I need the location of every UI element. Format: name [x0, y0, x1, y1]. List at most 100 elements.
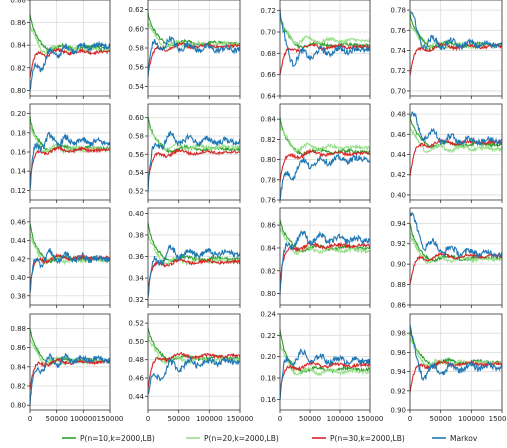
- y-tick-label: 0.40: [390, 191, 406, 199]
- legend-label-3: P(n=30,k=2000,LB): [330, 434, 405, 443]
- series-line-2: [410, 232, 502, 265]
- x-tick-label: 150000: [227, 415, 254, 423]
- y-tick-label: 0.84: [260, 116, 276, 124]
- subplot-3: 0.64 0.66 0.68 0.70 0.72: [260, 0, 371, 101]
- axes-frame: [409, 207, 503, 306]
- y-tick-label: 0.16: [10, 149, 26, 157]
- y-tick-label: 0.70: [260, 29, 276, 37]
- y-tick-label: 0.74: [390, 47, 406, 55]
- y-tick-label: 0.54: [128, 169, 144, 177]
- y-tick-label: 0.56: [128, 64, 144, 72]
- series-line-4: [30, 248, 110, 294]
- legend-label-1: P(n=10,k=2000,LB): [80, 434, 155, 443]
- y-tick-label: 0.62: [128, 6, 144, 14]
- y-tick-label: 0.20: [260, 353, 276, 361]
- y-tick-label: 0.36: [128, 253, 144, 261]
- series-line-3: [148, 257, 240, 287]
- subplot-10: 0.32 0.34 0.36 0.38 0.40: [128, 207, 241, 308]
- y-tick-label: 0.40: [128, 210, 144, 218]
- y-tick-label: 0.76: [260, 197, 276, 205]
- y-tick-label: 0.92: [390, 240, 406, 248]
- subplot-1: 0.80 0.82 0.84 0.86 0.88: [10, 0, 111, 99]
- y-tick-label: 0.82: [10, 64, 26, 72]
- subplot-2: 0.54 0.56 0.58 0.60 0.62: [128, 0, 241, 99]
- subplot-6: 0.52 0.54 0.56 0.58 0.60: [128, 103, 241, 203]
- y-tick-label: 0.82: [260, 267, 276, 275]
- axes-frame: [29, 313, 111, 411]
- y-tick-label: 0.32: [128, 296, 144, 304]
- series-line-3: [410, 252, 502, 285]
- series-line-4: [30, 131, 110, 191]
- x-tick-label: 50000: [46, 415, 68, 423]
- y-tick-label: 0.38: [10, 292, 26, 300]
- series-line-4: [148, 130, 240, 193]
- subplot-15: 0.16 0.18 0.20 0.22 0.24 0 50000 100000 150000: [260, 311, 383, 424]
- series-line-3: [30, 145, 110, 179]
- y-tick-label: 0.80: [10, 87, 26, 95]
- x-tick-label: 0: [146, 415, 150, 423]
- axes-frame: [29, 0, 111, 97]
- x-tick-label: 0: [408, 415, 412, 423]
- y-tick-label: 0.56: [128, 151, 144, 159]
- y-tick-label: 0.80: [260, 290, 276, 298]
- legend-label-4: Markov: [450, 434, 478, 443]
- y-tick-label: 0.44: [128, 393, 144, 401]
- y-tick-label: 0.84: [260, 244, 276, 252]
- x-tick-label: 150000: [357, 415, 384, 423]
- y-tick-label: 0.20: [10, 110, 26, 118]
- y-tick-label: 0.84: [10, 42, 26, 50]
- subplot-16: 0.90 0.92 0.94 0.96 0.98 0 50000 100000 150000: [390, 313, 507, 423]
- subplot-13: 0.80 0.82 0.84 0.86 0.88 0 50000 100000 150000: [10, 313, 123, 423]
- y-tick-label: 0.52: [128, 187, 144, 195]
- series-line-2: [410, 338, 502, 369]
- subplot-14: 0.44 0.46 0.48 0.50 0.52 0 50000 100000 150000: [128, 313, 254, 423]
- series-line-2: [280, 19, 370, 46]
- y-tick-label: 0.82: [260, 136, 276, 144]
- y-tick-label: 0.86: [10, 19, 26, 27]
- y-tick-label: 0.92: [390, 387, 406, 395]
- y-tick-label: 0.72: [390, 67, 406, 75]
- x-tick-label: 100000: [196, 415, 223, 423]
- series-line-2: [280, 228, 370, 256]
- y-tick-label: 0.72: [260, 7, 276, 15]
- series-line-2: [410, 126, 502, 154]
- y-tick-label: 0.44: [390, 151, 406, 159]
- series-line-3: [148, 352, 240, 390]
- y-tick-label: 0.58: [128, 45, 144, 53]
- y-tick-label: 0.98: [390, 330, 406, 338]
- y-tick-label: 0.86: [390, 302, 406, 310]
- y-tick-label: 0.80: [10, 402, 26, 410]
- y-tick-label: 0.46: [10, 218, 26, 226]
- x-tick-label: 0: [278, 415, 282, 423]
- axes-frame: [147, 313, 241, 411]
- axes-frame: [279, 313, 371, 411]
- y-tick-label: 0.16: [260, 396, 276, 404]
- series-line-2: [280, 125, 370, 153]
- y-tick-label: 0.70: [390, 87, 406, 95]
- y-tick-label: 0.12: [10, 187, 26, 195]
- axes-frame: [409, 0, 503, 97]
- y-tick-label: 0.38: [128, 231, 144, 239]
- axes-frame: [29, 207, 111, 306]
- y-tick-label: 0.80: [260, 156, 276, 164]
- series-line-3: [410, 139, 502, 177]
- series-line-4: [148, 244, 240, 298]
- y-tick-label: 0.88: [10, 0, 26, 5]
- series-line-3: [148, 148, 240, 181]
- axes-frame: [279, 207, 371, 306]
- subplot-8: 0.40 0.42 0.44 0.46 0.48: [390, 103, 503, 203]
- y-tick-label: 0.18: [10, 129, 26, 137]
- axes-frame: [409, 103, 503, 201]
- series-line-3: [280, 42, 370, 76]
- y-tick-label: 0.48: [390, 111, 406, 119]
- x-tick-label: 50000: [430, 415, 452, 423]
- y-tick-label: 0.84: [10, 363, 26, 371]
- x-tick-label: 0: [28, 415, 32, 423]
- series-line-4: [280, 8, 370, 67]
- series-line-3: [30, 47, 110, 79]
- y-tick-label: 0.64: [260, 93, 276, 101]
- series-line-3: [410, 358, 502, 394]
- series-line-2: [148, 235, 240, 266]
- y-tick-label: 0.54: [128, 83, 144, 91]
- y-tick-label: 0.46: [390, 131, 406, 139]
